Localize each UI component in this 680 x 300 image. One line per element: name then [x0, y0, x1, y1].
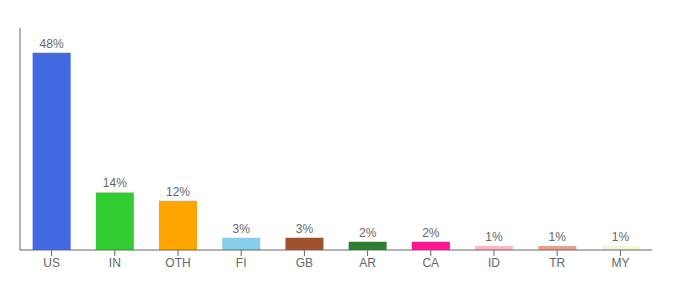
- svg-text:ID: ID: [488, 256, 500, 270]
- svg-text:12%: 12%: [166, 185, 190, 199]
- svg-text:14%: 14%: [103, 176, 127, 190]
- svg-text:1%: 1%: [612, 230, 630, 244]
- svg-text:1%: 1%: [549, 230, 567, 244]
- svg-text:OTH: OTH: [165, 256, 190, 270]
- svg-text:GB: GB: [296, 256, 313, 270]
- svg-text:MY: MY: [611, 256, 629, 270]
- svg-text:AR: AR: [359, 256, 376, 270]
- svg-text:CA: CA: [422, 256, 439, 270]
- svg-text:IN: IN: [109, 256, 121, 270]
- svg-text:US: US: [43, 256, 60, 270]
- svg-text:2%: 2%: [422, 226, 440, 240]
- svg-text:1%: 1%: [485, 230, 503, 244]
- svg-text:48%: 48%: [40, 37, 64, 51]
- svg-text:3%: 3%: [233, 222, 251, 236]
- svg-text:TR: TR: [549, 256, 565, 270]
- svg-text:3%: 3%: [296, 222, 314, 236]
- svg-text:2%: 2%: [359, 226, 377, 240]
- svg-text:FI: FI: [236, 256, 247, 270]
